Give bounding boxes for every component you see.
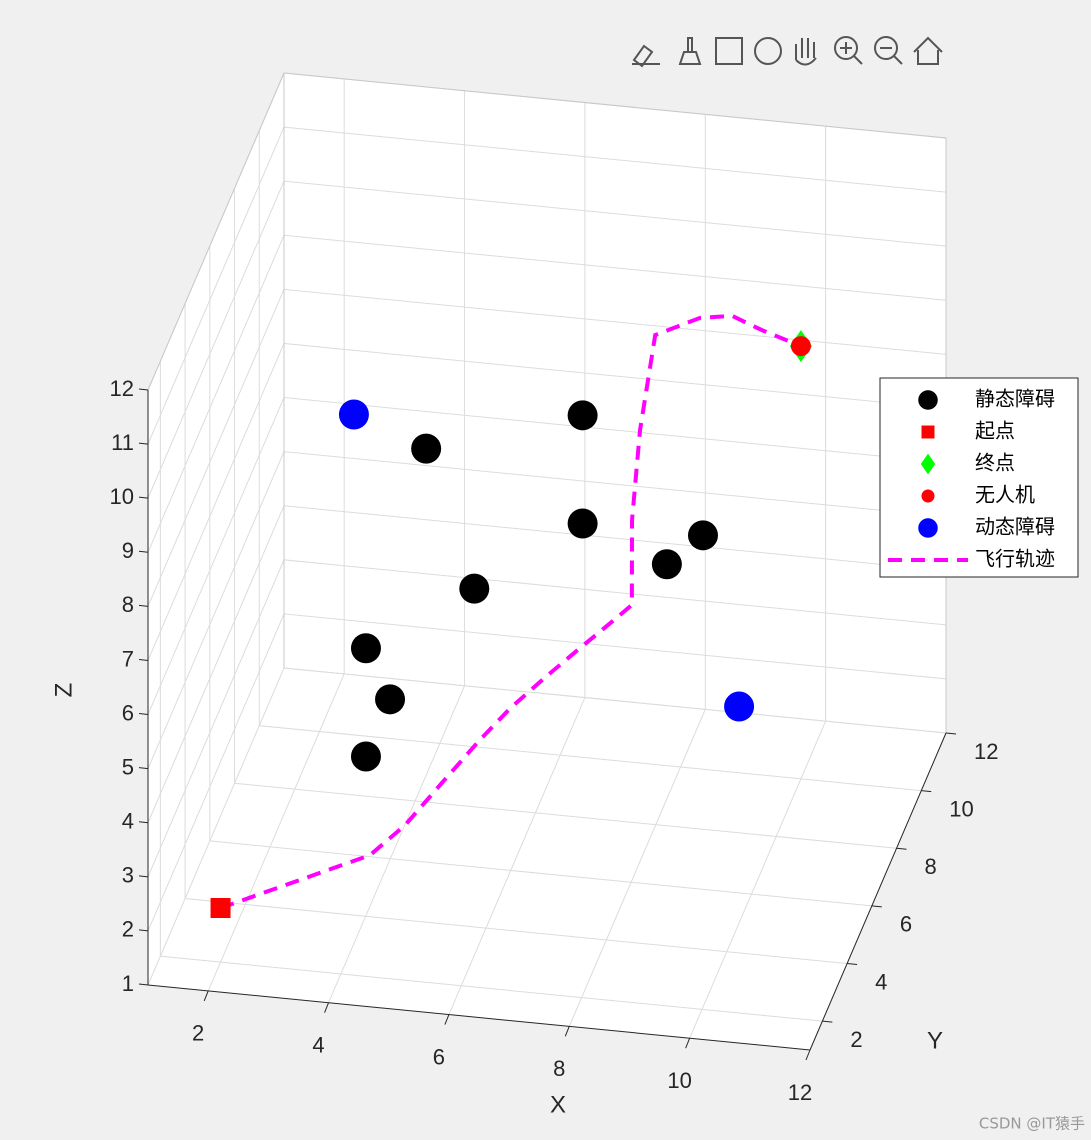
y-tick xyxy=(847,963,858,966)
marker xyxy=(375,684,406,715)
z-tick-label: 4 xyxy=(122,809,134,834)
marker xyxy=(918,390,938,410)
z-tick-label: 10 xyxy=(110,484,134,509)
legend-box xyxy=(879,377,1079,578)
y-tick-label: 4 xyxy=(875,969,887,994)
legend-label: 动态障碍 xyxy=(975,515,1055,539)
marker xyxy=(918,518,938,538)
x-tick xyxy=(324,1002,330,1013)
x-tick xyxy=(444,1014,450,1025)
watermark: CSDN @IT猿手 xyxy=(979,1115,1085,1133)
z-tick-label: 9 xyxy=(122,538,134,563)
z-tick-label: 12 xyxy=(110,376,134,401)
z-tick-label: 5 xyxy=(122,754,134,779)
marker xyxy=(411,433,442,464)
z-tick-label: 6 xyxy=(122,700,134,725)
y-tick xyxy=(945,732,957,735)
z-tick xyxy=(138,983,149,986)
z-tick-label: 2 xyxy=(122,917,134,942)
z-tick-label: 7 xyxy=(122,646,134,671)
z-tick xyxy=(138,713,149,716)
x-tick-label: 8 xyxy=(553,1056,565,1081)
toolbar-icon[interactable] xyxy=(632,44,660,68)
pane xyxy=(148,73,284,985)
legend-label: 飞行轨迹 xyxy=(975,547,1055,571)
x-tick-label: 12 xyxy=(788,1080,812,1105)
box-edge xyxy=(147,72,285,391)
toolbar-icon[interactable] xyxy=(795,38,817,66)
marker xyxy=(724,691,755,722)
z-tick-label: 1 xyxy=(122,971,134,996)
x-tick xyxy=(685,1037,691,1049)
z-tick xyxy=(138,767,149,770)
marker xyxy=(567,400,598,431)
y-tick-label: 6 xyxy=(900,912,912,937)
y-tick-label: 10 xyxy=(949,796,973,821)
legend-label: 终点 xyxy=(975,451,1015,475)
trajectory xyxy=(219,313,802,910)
toolbar-icon[interactable] xyxy=(840,42,863,65)
toolbar-icon[interactable] xyxy=(834,36,858,60)
legend-label: 起点 xyxy=(975,419,1015,443)
z-tick-label: 3 xyxy=(122,863,134,888)
toolbar-icon[interactable] xyxy=(880,47,903,65)
z-tick xyxy=(138,929,149,932)
z-tick xyxy=(138,496,149,499)
x-tick-label: 4 xyxy=(312,1033,324,1058)
toolbar-icon[interactable] xyxy=(678,37,702,65)
toolbar-icon[interactable] xyxy=(874,36,898,60)
x-axis-line xyxy=(147,984,811,1051)
toolbar-icon[interactable] xyxy=(754,37,782,65)
marker xyxy=(920,453,936,475)
z-tick xyxy=(138,550,149,553)
legend-label: 无人机 xyxy=(975,483,1035,507)
x-axis-label: X xyxy=(550,1091,566,1118)
marker xyxy=(567,508,598,539)
z-tick xyxy=(138,821,149,824)
y-tick-label: 2 xyxy=(850,1027,862,1052)
marker xyxy=(350,633,381,664)
marker xyxy=(210,898,231,918)
z-tick-label: 8 xyxy=(122,592,134,617)
y-tick-label: 8 xyxy=(925,854,937,879)
marker xyxy=(651,549,682,580)
pane xyxy=(284,73,946,733)
legend-label: 静态障碍 xyxy=(975,387,1055,411)
x-tick xyxy=(564,1026,570,1037)
marker xyxy=(921,425,935,439)
z-tick xyxy=(138,604,149,607)
marker xyxy=(790,336,811,357)
x-tick xyxy=(203,990,209,1002)
marker xyxy=(459,573,490,604)
z-tick xyxy=(138,875,149,878)
marker xyxy=(921,489,935,503)
toolbar-icon[interactable] xyxy=(715,37,743,65)
x-tick xyxy=(805,1049,811,1061)
data-marks xyxy=(210,313,812,918)
y-axis-label: Y xyxy=(927,1027,943,1054)
pane xyxy=(148,668,946,1050)
x-tick-label: 10 xyxy=(667,1068,691,1093)
z-tick-label: 11 xyxy=(111,430,134,455)
x-tick-label: 2 xyxy=(192,1021,204,1046)
marker xyxy=(350,741,381,772)
y-tick xyxy=(896,847,907,850)
marker xyxy=(338,399,369,430)
toolbar xyxy=(632,36,943,68)
y-tick xyxy=(822,1020,833,1023)
z-tick xyxy=(138,442,149,445)
y-tick xyxy=(871,905,882,908)
y-tick-label: 12 xyxy=(974,739,998,764)
y-tick xyxy=(921,790,932,793)
marker xyxy=(687,520,718,551)
z-tick xyxy=(138,658,149,661)
z-tick xyxy=(138,388,149,391)
toolbar-icon[interactable] xyxy=(913,36,943,65)
x-tick-label: 6 xyxy=(433,1044,445,1069)
z-axis-label: Z xyxy=(50,683,77,698)
y-axis-line xyxy=(809,732,947,1051)
